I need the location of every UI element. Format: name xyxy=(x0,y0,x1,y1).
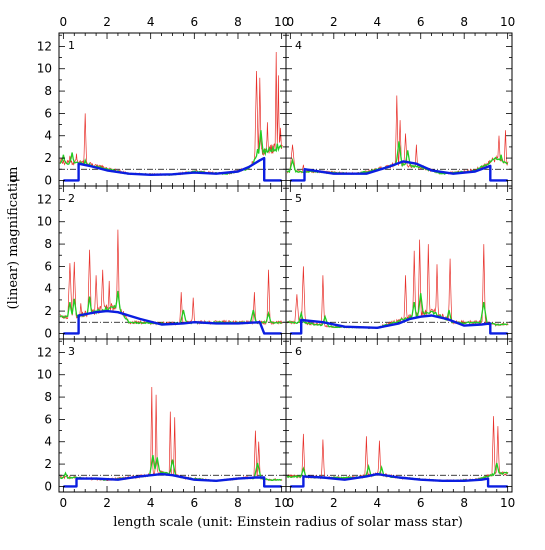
y-tick-label: 4 xyxy=(44,129,52,143)
x-tick-label: 2 xyxy=(103,496,111,510)
x-tick-label-top: 8 xyxy=(460,15,468,29)
y-tick-label: 6 xyxy=(44,412,52,426)
panel-2: 2 xyxy=(58,185,287,340)
green-series-line xyxy=(59,290,282,325)
x-tick-label: 6 xyxy=(417,496,425,510)
x-tick-label-top: 4 xyxy=(147,15,155,29)
x-tick-label-top: 0 xyxy=(287,15,295,29)
panel-1: 1 xyxy=(58,32,287,187)
blue-series-line xyxy=(290,314,508,335)
x-tick-label: 10 xyxy=(274,496,289,510)
y-axis-symbol: μ xyxy=(6,174,21,182)
y-tick-label: 10 xyxy=(37,368,52,382)
y-tick-label: 2 xyxy=(44,457,52,471)
panel-label: 4 xyxy=(295,39,302,52)
y-tick-label: 0 xyxy=(44,173,52,187)
y-tick-label: 10 xyxy=(37,62,52,76)
x-tick-label: 2 xyxy=(330,496,338,510)
blue-series-line xyxy=(290,472,508,488)
red-series-line xyxy=(286,239,509,330)
red-series-line xyxy=(59,51,283,177)
y-tick-label: 2 xyxy=(44,151,52,165)
x-tick-label-top: 4 xyxy=(373,15,381,29)
y-tick-label: 8 xyxy=(44,237,52,251)
x-tick-label-top: 6 xyxy=(417,15,425,29)
panel-series xyxy=(59,229,283,335)
blue-series-line xyxy=(290,160,508,182)
x-tick-label: 4 xyxy=(373,496,381,510)
y-axis-label: (linear) magnification xyxy=(6,166,21,309)
panel-label: 1 xyxy=(68,39,75,52)
panel-frame xyxy=(58,338,287,493)
panel-label: 2 xyxy=(68,192,75,205)
y-tick-label: 8 xyxy=(44,84,52,98)
x-tick-label-top: 2 xyxy=(103,15,111,29)
x-tick-label-top: 10 xyxy=(274,15,289,29)
red-series-line xyxy=(286,416,509,482)
green-series-line xyxy=(286,293,508,329)
panel-label: 5 xyxy=(295,192,302,205)
y-tick-label: 10 xyxy=(37,215,52,229)
y-tick-label: 0 xyxy=(44,479,52,493)
panel-series xyxy=(59,51,283,182)
y-tick-label: 4 xyxy=(44,435,52,449)
red-series-line xyxy=(59,229,283,326)
panel-series xyxy=(59,386,283,488)
x-tick-label: 0 xyxy=(287,496,295,510)
panel-series xyxy=(286,416,509,488)
y-tick-label: 12 xyxy=(37,192,52,206)
panel-series xyxy=(286,95,509,182)
x-tick-label: 8 xyxy=(460,496,468,510)
blue-series-line xyxy=(63,472,282,488)
y-tick-label: 6 xyxy=(44,259,52,273)
x-axis-label: length scale (unit: Einstein radius of s… xyxy=(113,515,463,530)
panel-frame xyxy=(285,185,513,340)
y-tick-label: 2 xyxy=(44,304,52,318)
y-tick-label: 12 xyxy=(37,39,52,53)
panel-label: 6 xyxy=(295,345,302,358)
x-tick-label-top: 8 xyxy=(234,15,242,29)
panel-label: 3 xyxy=(68,345,75,358)
x-tick-label: 10 xyxy=(500,496,515,510)
y-tick-label: 12 xyxy=(37,345,52,359)
panel-frame xyxy=(285,338,513,493)
blue-series-line xyxy=(63,309,282,335)
blue-series-line xyxy=(63,156,282,182)
x-tick-label: 0 xyxy=(60,496,68,510)
panel-6: 6 xyxy=(285,338,513,493)
x-tick-label-top: 0 xyxy=(60,15,68,29)
x-tick-label-top: 6 xyxy=(191,15,199,29)
x-tick-label-top: 2 xyxy=(330,15,338,29)
panel-4: 4 xyxy=(285,32,513,187)
panel-5: 5 xyxy=(285,185,513,340)
x-tick-label: 4 xyxy=(147,496,155,510)
x-tick-label: 8 xyxy=(234,496,242,510)
y-tick-label: 8 xyxy=(44,390,52,404)
y-tick-label: 6 xyxy=(44,106,52,120)
x-tick-label: 6 xyxy=(191,496,199,510)
panels-group: 1 4 2 5 3 6 xyxy=(58,32,513,493)
panel-series xyxy=(286,239,509,335)
panel-3: 3 xyxy=(58,338,287,493)
x-tick-label-top: 10 xyxy=(500,15,515,29)
y-tick-label: 4 xyxy=(44,282,52,296)
y-tick-label: 0 xyxy=(44,326,52,340)
